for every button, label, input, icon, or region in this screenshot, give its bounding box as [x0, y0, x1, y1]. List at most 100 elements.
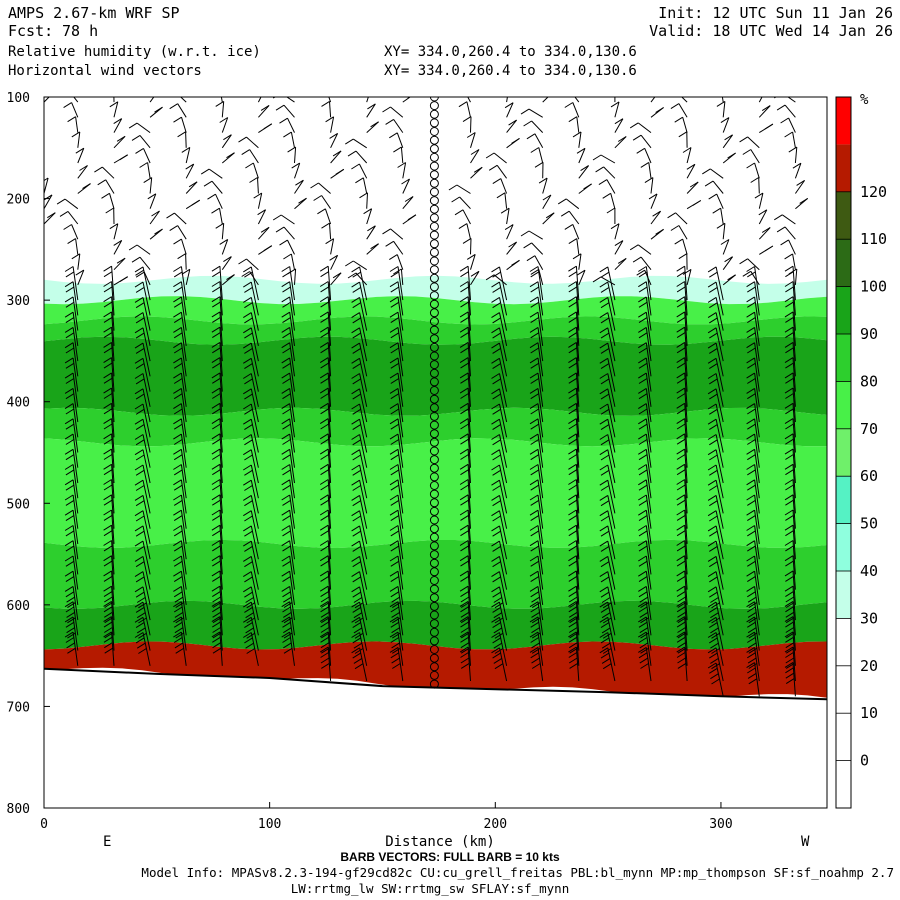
wind-barb: [776, 104, 796, 118]
colorbar-band: [836, 523, 851, 571]
barb-flag: [689, 181, 699, 188]
barb-flag: [530, 347, 539, 354]
barb-flag: [746, 372, 755, 379]
wind-barb: [557, 198, 580, 210]
barb-flag: [761, 105, 771, 112]
barb-flag: [614, 240, 624, 247]
barb-staff: [678, 225, 688, 240]
barb-flag: [473, 166, 483, 173]
barb-flag: [287, 146, 296, 153]
barb-flag: [785, 377, 794, 384]
wind-barb: [572, 131, 582, 148]
wind-barb: [113, 135, 126, 149]
barb-staff: [493, 152, 507, 164]
wind-barb: [784, 311, 796, 346]
wind-barb: [568, 326, 580, 362]
barb-flag: [599, 601, 609, 608]
barb-flag: [320, 393, 329, 399]
barb-flag: [320, 514, 329, 521]
wind-barb: [243, 403, 259, 438]
wind-barb: [676, 585, 688, 621]
barb-flag: [243, 555, 252, 562]
barb-flag: [568, 326, 577, 333]
wind-barb: [529, 646, 544, 682]
wind-barb: [529, 464, 544, 499]
barb-flag: [676, 296, 685, 303]
wind-barb: [491, 449, 508, 484]
barb-flag: [459, 281, 469, 287]
barb-flag: [173, 342, 182, 349]
barb-staff: [366, 225, 376, 240]
wind-barb: [638, 601, 652, 636]
barb-flag: [154, 228, 163, 235]
barb-flag: [63, 102, 72, 109]
wind-barb: [330, 150, 342, 164]
barb-flag: [283, 647, 293, 654]
model-info-line2: LW:rrtmg_lw SW:rrtmg_sw SFLAY:sf_mynn: [291, 881, 569, 896]
barb-flag: [177, 253, 186, 260]
wind-barb: [281, 387, 295, 423]
barb-staff: [321, 195, 332, 209]
wind-barb: [30, 272, 45, 301]
wind-barb: [389, 254, 404, 270]
barb-staff: [44, 556, 45, 560]
wind-barb: [638, 509, 652, 544]
barb-flag: [491, 525, 500, 532]
wind-barb: [746, 601, 760, 636]
wind-barb: [44, 343, 45, 346]
barb-staff: [470, 254, 476, 270]
barb-staff: [221, 101, 225, 118]
wind-barb: [389, 296, 404, 331]
barb-flag: [707, 616, 717, 623]
barb-staff: [506, 241, 517, 255]
wind-barb: [466, 132, 476, 148]
plot-frame: [43, 96, 828, 809]
barb-flag: [747, 378, 756, 384]
barb-flag: [747, 637, 756, 643]
barb-staff: [686, 147, 692, 164]
wind-barb: [351, 163, 368, 179]
barb-flag: [493, 657, 503, 664]
barb-flag: [173, 570, 182, 577]
barb-flag: [784, 524, 794, 531]
barb-flag: [134, 464, 144, 471]
barb-flag: [707, 418, 717, 425]
barb-staff: [578, 148, 586, 164]
wind-barb: [173, 631, 187, 666]
wind-barb: [389, 281, 404, 316]
wind-barb: [351, 296, 368, 331]
barb-flag: [758, 209, 768, 216]
wind-barb: [351, 647, 368, 682]
barb-flag: [282, 423, 291, 430]
barb-staff: [44, 602, 45, 605]
barb-flag: [530, 545, 539, 552]
barb-flag: [30, 272, 38, 277]
barb-flag: [568, 469, 578, 476]
wind-barb: [451, 196, 471, 210]
barb-flag: [709, 317, 718, 324]
wind-barb: [716, 100, 726, 118]
colorbar-tick-label: 60: [860, 467, 878, 485]
barb-flag: [320, 301, 329, 308]
barb-flag: [103, 509, 112, 516]
barb-flag: [568, 281, 577, 287]
colorbar-band: [836, 286, 851, 334]
barb-flag: [282, 621, 291, 628]
barb-flag: [747, 423, 756, 430]
barb-staff: [221, 134, 232, 149]
barb-flag: [529, 418, 539, 425]
barb-flag: [600, 332, 610, 339]
calm-circle: [429, 455, 439, 465]
barb-flag: [491, 632, 500, 638]
barb-flag: [282, 286, 291, 293]
wind-barb: [506, 259, 520, 271]
barb-flag: [245, 597, 254, 603]
barb-flag: [244, 545, 253, 552]
wind-barb: [529, 494, 544, 529]
wind-barb: [173, 555, 187, 590]
barb-flag: [319, 646, 329, 653]
wind-barb: [506, 119, 517, 133]
barb-staff: [221, 256, 232, 270]
barb-flag: [244, 286, 253, 293]
barb-flag: [321, 662, 330, 669]
